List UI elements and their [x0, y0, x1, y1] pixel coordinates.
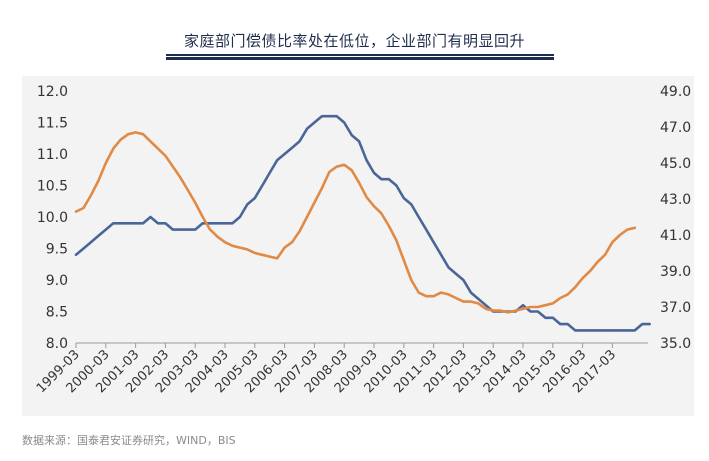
- left-y-tick-label: 11.5: [37, 116, 68, 132]
- left-y-axis: 8.0 8.5 9.0 9.5 10.0 10.5 11.0 11.5 12.0: [37, 84, 68, 352]
- right-y-tick-label: 43.0: [660, 192, 691, 208]
- series-group: [74, 114, 651, 332]
- chart-title: 家庭部门偿债比率处在低位，企业部门有明显回升: [183, 32, 525, 50]
- left-y-tick-label: 8.0: [46, 336, 68, 352]
- left-y-tick-label: 12.0: [37, 84, 68, 100]
- left-y-tick-label: 9.5: [46, 242, 68, 258]
- right-y-tick-label: 39.0: [660, 264, 691, 280]
- x-axis: 1999-032000-032001-032002-032003-032004-…: [34, 343, 619, 396]
- left-y-tick-label: 11.0: [37, 147, 68, 163]
- left-y-tick-label: 10.0: [37, 210, 68, 226]
- right-y-tick-label: 35.0: [660, 336, 691, 352]
- series-line-right-axis: [74, 131, 637, 314]
- right-y-axis: 35.0 37.0 39.0 41.0 43.0 45.0 47.0 49.0: [660, 84, 691, 352]
- left-y-tick-label: 10.5: [37, 179, 68, 195]
- source-note: 数据来源：国泰君安证券研究，WIND，BIS: [22, 434, 236, 447]
- right-y-tick-label: 47.0: [660, 120, 691, 136]
- left-y-tick-label: 9.0: [46, 273, 68, 289]
- right-y-tick-label: 49.0: [660, 84, 691, 100]
- title-underline: [166, 54, 554, 56]
- right-y-tick-label: 45.0: [660, 156, 691, 172]
- right-y-tick-label: 41.0: [660, 228, 691, 244]
- series-line-left-axis: [74, 114, 651, 332]
- left-y-tick-label: 8.5: [46, 305, 68, 321]
- right-y-tick-label: 37.0: [660, 300, 691, 316]
- title-underline-thick: [166, 57, 554, 60]
